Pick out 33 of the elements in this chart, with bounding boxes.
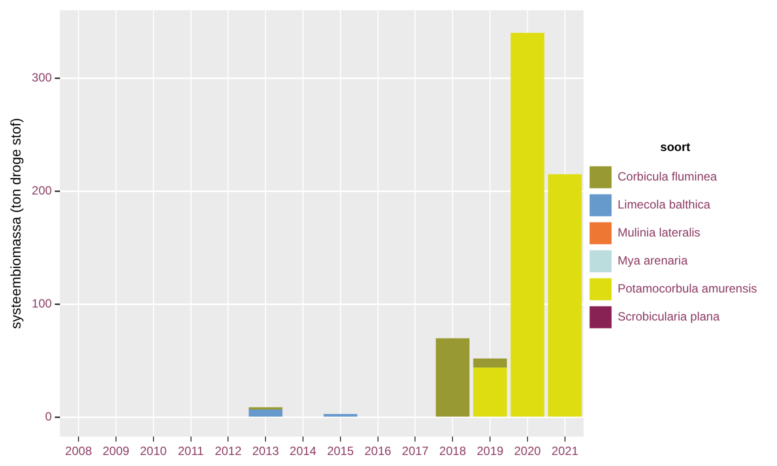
x-tick-label: 2017 bbox=[402, 444, 429, 458]
y-tick-label: 300 bbox=[32, 70, 52, 84]
x-tick-label: 2019 bbox=[476, 444, 504, 458]
y-tick-label: 0 bbox=[45, 410, 52, 424]
legend-label: Potamocorbula amurensis bbox=[618, 282, 758, 296]
bar bbox=[510, 32, 544, 417]
bar bbox=[436, 338, 470, 417]
legend-title: soort bbox=[660, 140, 690, 154]
x-tick-label: 2014 bbox=[290, 444, 317, 458]
x-tick-label: 2021 bbox=[552, 444, 579, 458]
x-tick-label: 2012 bbox=[214, 444, 242, 458]
legend-label: Mya arenaria bbox=[618, 254, 688, 268]
y-tick-label: 100 bbox=[32, 296, 52, 311]
bar bbox=[473, 368, 507, 417]
legend-label: Mulinia lateralis bbox=[618, 226, 700, 240]
bar bbox=[248, 409, 282, 417]
x-tick-label: 2013 bbox=[252, 444, 280, 458]
x-tick-label: 2009 bbox=[102, 444, 130, 458]
x-tick-label: 2016 bbox=[364, 444, 392, 458]
bar bbox=[473, 358, 507, 368]
x-tick-label: 2020 bbox=[514, 444, 542, 458]
y-axis-title: systeembiomassa (ton droge stof) bbox=[7, 118, 24, 329]
x-tick-label: 2018 bbox=[439, 444, 466, 458]
legend-label: Corbicula fluminea bbox=[618, 170, 718, 184]
x-tick-label: 2015 bbox=[327, 444, 354, 458]
x-tick-label: 2008 bbox=[65, 444, 92, 458]
x-tick-label: 2011 bbox=[178, 444, 204, 458]
legend-label: Scrobicularia plana bbox=[618, 310, 720, 324]
x-tick-label: 2010 bbox=[140, 444, 168, 458]
bar bbox=[324, 414, 358, 417]
legend-label: Limecola balthica bbox=[618, 198, 711, 212]
y-tick-label: 200 bbox=[32, 183, 52, 198]
bar bbox=[548, 174, 582, 417]
